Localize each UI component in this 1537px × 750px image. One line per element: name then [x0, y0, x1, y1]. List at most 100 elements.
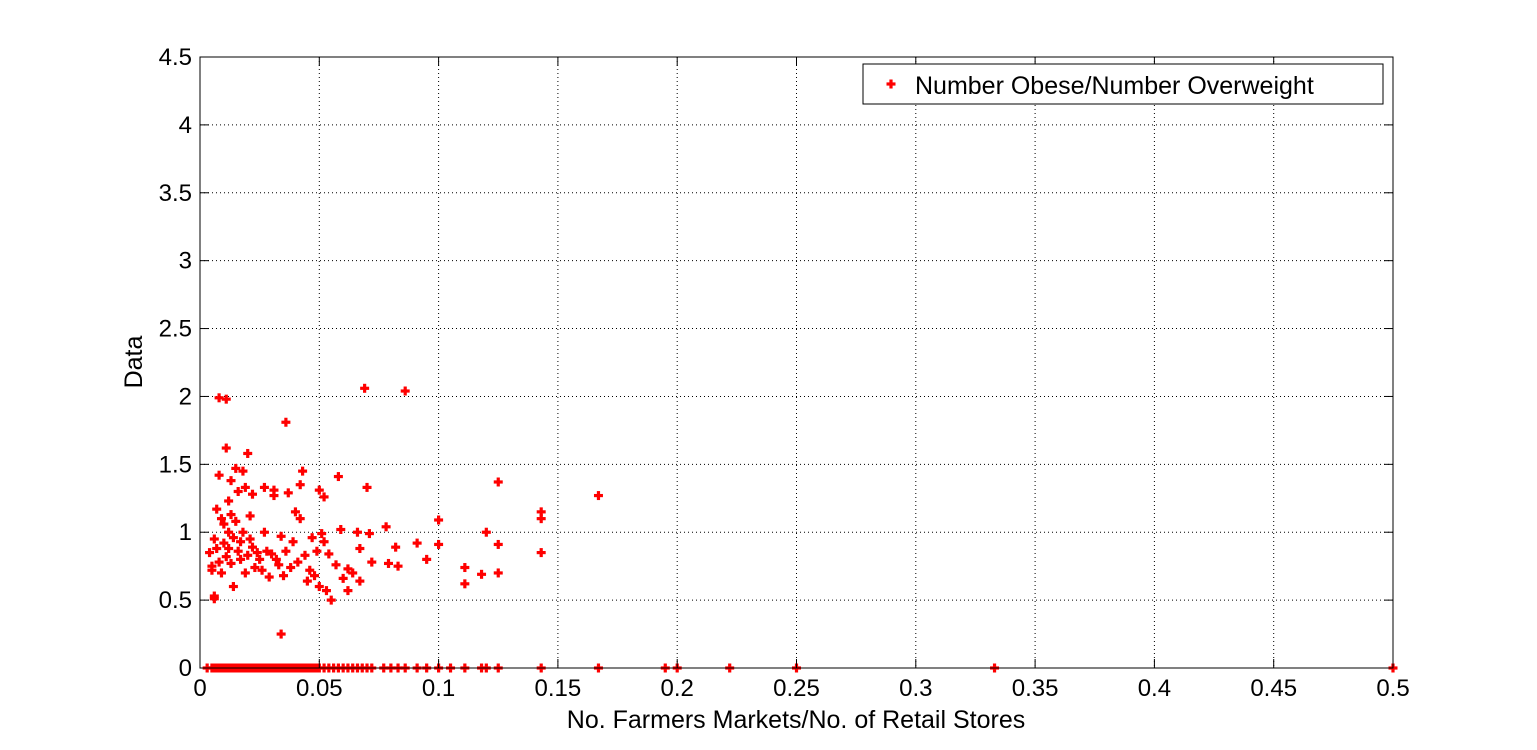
data-point: [305, 565, 315, 575]
data-point: [243, 448, 253, 458]
data-point: [336, 525, 346, 535]
data-point: [216, 568, 226, 578]
data-point: [338, 573, 348, 583]
data-point: [219, 519, 229, 529]
data-point: [310, 571, 320, 581]
x-axis-label: No. Farmers Markets/No. of Retail Stores: [567, 706, 1025, 734]
data-point: [276, 531, 286, 541]
data-point: [226, 476, 236, 486]
y-tick-label: 1: [179, 519, 192, 546]
x-tick-label: 0.15: [535, 675, 582, 702]
y-tick-label: 1.5: [159, 451, 192, 478]
plot-area-background: [200, 57, 1393, 668]
data-point: [326, 595, 336, 605]
data-point: [381, 522, 391, 532]
data-point: [343, 564, 353, 574]
data-point: [279, 571, 289, 581]
data-point: [319, 492, 329, 502]
y-tick-label: 3.5: [159, 180, 192, 207]
data-point: [364, 529, 374, 539]
data-point: [434, 515, 444, 525]
data-point: [300, 550, 310, 560]
data-point: [281, 546, 291, 556]
legend-label: Number Obese/Number Overweight: [915, 72, 1314, 100]
data-point: [288, 537, 298, 547]
data-point: [367, 557, 377, 567]
grid-lines: [200, 57, 1393, 668]
data-point: [400, 386, 410, 396]
y-tick-labels: 0 0.5 1 1.5 2 2.5 3 3.5 4 4.5: [159, 44, 192, 682]
data-point: [319, 537, 329, 547]
data-point: [383, 558, 393, 568]
data-point: [209, 594, 219, 604]
data-point: [333, 472, 343, 482]
data-point: [360, 383, 370, 393]
x-tick-label: 0: [193, 675, 206, 702]
data-point: [295, 514, 305, 524]
y-axis-label: Data: [120, 336, 148, 389]
data-point: [422, 554, 432, 564]
data-point: [412, 538, 422, 548]
data-point: [214, 470, 224, 480]
data-point: [362, 482, 372, 492]
y-tick-label: 2: [179, 383, 192, 410]
data-point: [224, 527, 234, 537]
data-point: [307, 533, 317, 543]
data-point: [352, 527, 362, 537]
data-point: [236, 537, 246, 547]
data-point: [214, 557, 224, 567]
data-point: [593, 491, 603, 501]
x-tick-label: 0.1: [422, 675, 455, 702]
data-point: [343, 586, 353, 596]
data-point: [233, 546, 243, 556]
data-point: [226, 558, 236, 568]
data-point: [205, 548, 215, 558]
data-point: [393, 561, 403, 571]
data-point: [238, 466, 248, 476]
x-tick-label: 0.45: [1250, 675, 1297, 702]
x-tick-labels: 0 0.05 0.1 0.15 0.2 0.25 0.3 0.35 0.4 0.45 0.5: [193, 675, 1409, 702]
data-point: [240, 482, 250, 492]
x-tick-label: 0.4: [1138, 675, 1171, 702]
data-point: [264, 572, 274, 582]
data-point: [331, 560, 341, 570]
x-tick-label: 0.5: [1376, 675, 1409, 702]
data-point: [321, 586, 331, 596]
legend: Number Obese/Number Overweight: [862, 63, 1384, 105]
data-point: [231, 516, 241, 526]
data-point: [231, 463, 241, 473]
x-tick-label: 0.35: [1012, 675, 1059, 702]
tick-marks: [199, 56, 1394, 669]
data-point: [312, 546, 322, 556]
data-point: [290, 507, 300, 517]
data-point: [314, 485, 324, 495]
data-point: [245, 534, 255, 544]
x-tick-label: 0.2: [661, 675, 694, 702]
data-point: [276, 629, 286, 639]
data-point: [212, 544, 222, 554]
data-point: [317, 529, 327, 539]
data-point: [460, 579, 470, 589]
data-point: [252, 548, 262, 558]
data-point: [259, 482, 269, 492]
y-tick-label: 0: [179, 655, 192, 682]
data-point: [536, 548, 546, 558]
data-point: [226, 510, 236, 520]
data-point: [493, 568, 503, 578]
data-point: [250, 563, 260, 573]
y-tick-label: 3: [179, 248, 192, 275]
y-tick-label: 4: [179, 112, 192, 139]
data-point: [245, 511, 255, 521]
data-point: [298, 466, 308, 476]
data-point: [216, 514, 226, 524]
data-point: [243, 550, 253, 560]
data-point: [221, 552, 231, 562]
data-point: [247, 542, 257, 552]
data-point: [228, 533, 238, 543]
data-point: [212, 504, 222, 514]
data-point: [219, 538, 229, 548]
data-point: [493, 539, 503, 549]
data-point: [209, 534, 219, 544]
data-point: [262, 546, 272, 556]
